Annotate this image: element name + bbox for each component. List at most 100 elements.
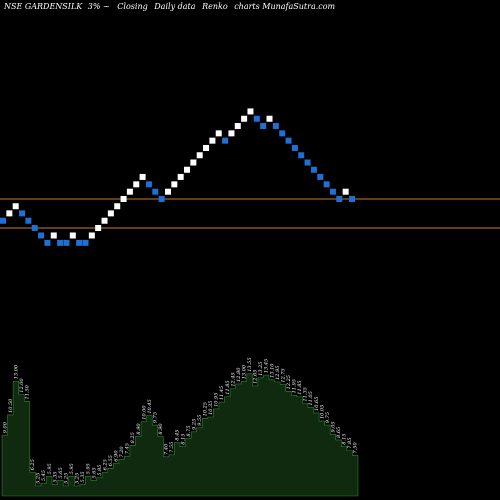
brick-down xyxy=(253,115,260,122)
brick-down xyxy=(25,217,32,224)
brick-down xyxy=(304,159,311,166)
brick-down xyxy=(158,196,165,202)
volume-label: 7.20 xyxy=(119,446,125,458)
brick-up xyxy=(209,137,216,144)
brick-up xyxy=(241,115,248,122)
brick-down xyxy=(349,196,355,202)
brick-up xyxy=(95,225,102,231)
volume-label: 5.35 xyxy=(80,471,86,482)
volume-area xyxy=(1,373,359,497)
brick-down xyxy=(291,144,298,151)
volume-label: 11.85 xyxy=(297,380,303,394)
brick-down xyxy=(260,123,267,130)
volume-label: 6.25 xyxy=(30,459,36,470)
brick-down xyxy=(285,137,292,144)
brick-up xyxy=(126,188,133,195)
brick-up xyxy=(215,130,222,137)
brick-up xyxy=(266,115,273,122)
volume-label: 5.95 xyxy=(47,463,53,474)
brick-up xyxy=(203,144,210,151)
brick-up xyxy=(196,152,203,159)
volume-label: 8.75 xyxy=(186,425,192,436)
volume-label: 8.45 xyxy=(175,430,181,441)
brick-down xyxy=(222,137,229,144)
volume-label: 9.75 xyxy=(325,412,331,423)
brick-up xyxy=(69,232,76,239)
volume-label: 9.75 xyxy=(152,412,158,423)
brick-down xyxy=(19,210,26,217)
brick-down xyxy=(272,123,279,130)
volume-label: 10.00 xyxy=(141,405,147,420)
volume-label: 13.25 xyxy=(258,362,264,376)
volume-label: 7.40 xyxy=(164,443,170,455)
brick-up xyxy=(342,188,349,195)
brick-down xyxy=(31,225,38,231)
volume-label: 5.25 xyxy=(75,473,81,484)
volume-label: 11.50 xyxy=(25,384,31,399)
brick-up xyxy=(107,210,114,217)
brick-up xyxy=(190,159,197,166)
volume-label: 13.55 xyxy=(247,357,253,371)
volume-label: 9.00 xyxy=(2,421,8,433)
brick-down xyxy=(298,152,305,159)
volume-label: 13.10 xyxy=(269,363,275,378)
volume-label: 12.95 xyxy=(275,366,281,380)
volume-label: 10.65 xyxy=(314,397,320,411)
volume-label: 5.65 xyxy=(58,467,64,478)
brick-down xyxy=(317,173,324,180)
brick-down xyxy=(329,188,336,195)
volume-label: 12.45 xyxy=(230,372,236,386)
brick-up xyxy=(101,217,108,224)
brick-down xyxy=(310,166,317,173)
volume-label: 13.45 xyxy=(264,359,270,373)
volume-label: 8.90 xyxy=(158,423,164,435)
volume-label: 10.35 xyxy=(208,401,214,415)
brick-up xyxy=(177,173,184,180)
brick-down xyxy=(63,239,70,246)
volume-label: 5.35 xyxy=(52,471,58,482)
header-timeframe: Daily data xyxy=(153,2,195,11)
reference-lines xyxy=(0,198,500,229)
brick-up xyxy=(12,203,19,210)
brick-up xyxy=(228,130,235,137)
brick-up xyxy=(184,166,191,173)
volume-label: 6.90 xyxy=(114,450,120,462)
volume-label: 7.85 xyxy=(347,438,353,449)
brick-up xyxy=(50,232,57,239)
volume-label: 11.95 xyxy=(292,379,298,393)
volume-label: 11.05 xyxy=(308,391,314,405)
volume-label: 13.00 xyxy=(241,364,247,379)
brick-down xyxy=(336,196,343,202)
chart-header: NSE GARDENSILK 3% ~ Closing Daily data R… xyxy=(3,2,336,11)
volume-label: 6.25 xyxy=(102,459,108,470)
volume-label: 10.45 xyxy=(147,399,153,413)
volume-label: 7.55 xyxy=(169,442,175,453)
volume-label: 8.90 xyxy=(136,423,142,435)
brick-down xyxy=(44,239,51,246)
brick-down xyxy=(152,188,159,195)
brick-down xyxy=(38,232,45,239)
volume-label: 10.50 xyxy=(8,398,14,413)
brick-down xyxy=(145,181,152,188)
brick-up xyxy=(88,232,95,239)
volume-label: 5.85 xyxy=(97,465,103,476)
brick-down xyxy=(76,239,83,246)
volume-label: 9.55 xyxy=(197,415,203,426)
header-box: 3% ~ xyxy=(88,2,110,11)
volume-label: 5.25 xyxy=(63,473,69,484)
volume-label: 13.00 xyxy=(13,364,19,379)
header-chart-kind: Renko xyxy=(201,2,228,11)
brick-down xyxy=(0,217,6,224)
volume-label: 8.65 xyxy=(336,427,342,438)
brick-down xyxy=(323,181,330,188)
volume-label: 5.25 xyxy=(36,473,42,484)
volume-label: 12.80 xyxy=(236,367,242,382)
brick-down xyxy=(82,239,89,246)
brick-up xyxy=(114,203,121,210)
volume-label: 10.25 xyxy=(203,402,209,416)
volume-label: 5.65 xyxy=(91,467,97,478)
volume-label: 6.55 xyxy=(108,455,114,466)
volume-label: 11.85 xyxy=(225,380,231,394)
